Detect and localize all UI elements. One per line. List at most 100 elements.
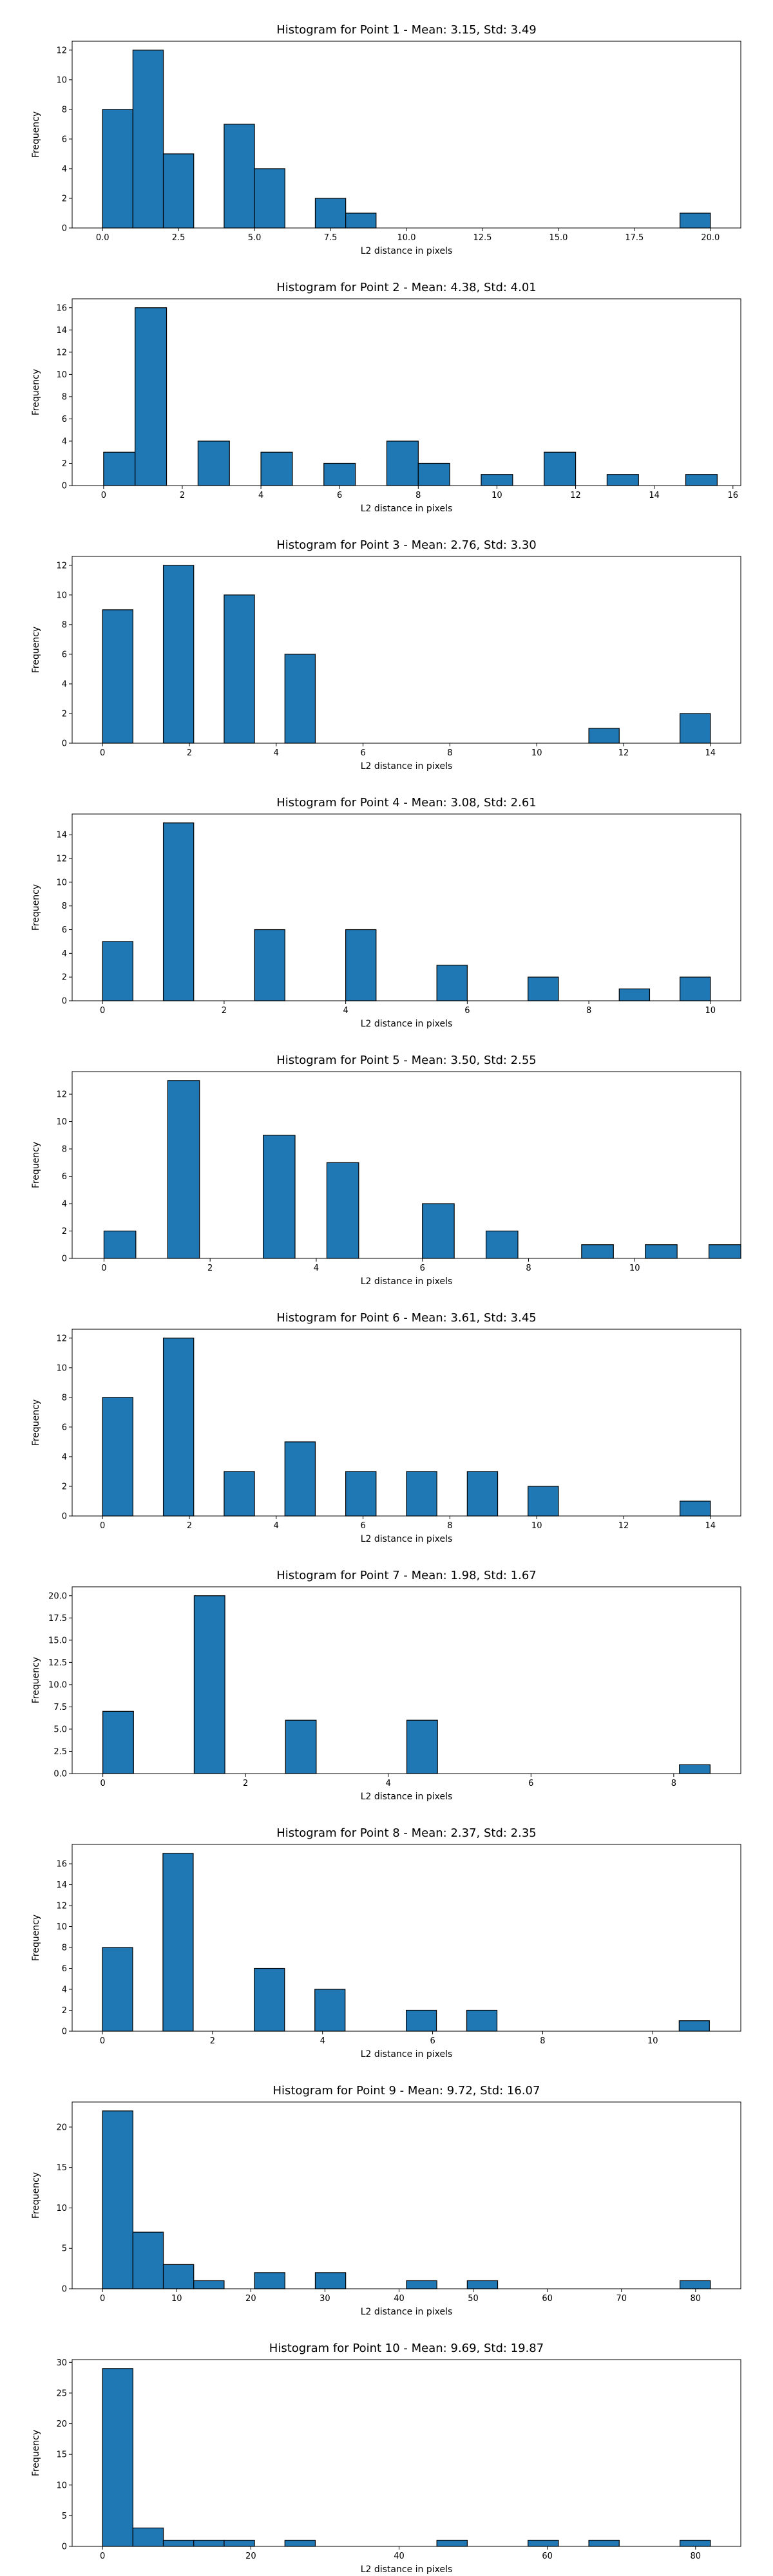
histogram-bar [162,2539,195,2547]
plot-frame [72,2101,741,2289]
y-tick-label: 2 [62,459,67,469]
x-tick-label: 4 [320,2036,325,2046]
histogram-bar [262,1135,296,1259]
histogram-bar [314,198,347,229]
histogram-bar [102,609,133,744]
histogram-panel-6: Histogram for Point 6 - Mean: 3.61, Std:… [31,1311,741,1544]
histogram-bar [528,976,559,1001]
x-tick-label: 0 [100,2552,105,2561]
histogram-bar [618,988,651,1001]
histogram-panel-1: Histogram for Point 1 - Mean: 3.15, Std:… [31,23,741,256]
histogram-bar [132,2527,164,2547]
histogram-bar [193,2280,225,2289]
y-tick-label: 8 [62,620,67,630]
histogram-bar [436,965,468,1001]
histogram-bar [254,929,285,1001]
y-tick-label: 2 [62,194,67,204]
y-tick-label: 2 [62,709,67,719]
histogram-bar [606,474,639,486]
y-tick-label: 12 [56,855,67,864]
y-tick-label: 5 [62,2512,67,2521]
y-tick-label: 4 [62,437,67,446]
x-axis-label: L2 distance in pixels [361,246,453,256]
histogram-bar [260,451,293,486]
chart-title: Histogram for Point 2 - Mean: 4.38, Std:… [276,281,537,294]
y-tick-label: 12 [56,46,67,55]
histogram-bar [102,941,133,1001]
y-tick-label: 10.0 [48,1680,67,1690]
y-tick-label: 5.0 [53,1725,67,1734]
histogram-bar [708,1244,741,1259]
y-tick-label: 8 [62,105,67,115]
histogram-bar [314,2272,347,2289]
y-tick-label: 2.5 [53,1747,67,1757]
y-tick-label: 2 [62,1482,67,1492]
y-tick-label: 6 [62,1172,67,1182]
x-tick-label: 6 [528,1779,533,1788]
y-tick-label: 2 [62,973,67,983]
histogram-bar [405,2009,437,2032]
histogram-bar [406,1471,437,1517]
chart-title: Histogram for Point 10 - Mean: 9.69, Std… [269,2342,544,2355]
y-axis-label: Frequency [31,369,41,415]
y-tick-label: 25 [56,2389,67,2398]
x-tick-label: 0 [100,1006,105,1016]
y-tick-label: 15 [56,2450,67,2460]
y-tick-label: 4 [62,164,67,174]
x-tick-label: 7.5 [324,233,338,243]
y-tick-label: 16 [56,303,67,313]
x-tick-label: 12.5 [473,233,491,243]
x-tick-label: 60 [542,2294,553,2304]
x-tick-label: 6 [360,748,365,758]
histogram-bar [284,2539,316,2547]
y-tick-label: 12 [56,1090,67,1100]
x-tick-label: 8 [415,491,421,500]
x-tick-label: 20 [245,2552,256,2561]
histogram-bar [345,929,377,1001]
x-tick-label: 4 [386,1779,391,1788]
histogram-bar [680,976,711,1001]
y-tick-label: 0 [62,2285,67,2295]
histogram-bar [162,822,195,1001]
y-tick-label: 14 [56,326,67,336]
histogram-bar [422,1203,455,1259]
x-tick-label: 30 [320,2294,330,2304]
histogram-bar [162,2264,195,2289]
histogram-bar [132,50,164,229]
histogram-panel-4: Histogram for Point 4 - Mean: 3.08, Std:… [31,796,741,1029]
x-tick-label: 0 [100,2036,105,2046]
x-tick-label: 2 [187,1521,192,1531]
histogram-bar [102,1710,134,1774]
y-tick-label: 10 [56,1117,67,1127]
y-tick-label: 0 [62,1512,67,1522]
x-tick-label: 10 [171,2294,182,2304]
histogram-panel-7: Histogram for Point 7 - Mean: 1.98, Std:… [31,1569,741,1802]
y-tick-label: 8 [62,902,67,911]
y-axis-label: Frequency [31,2430,41,2476]
y-tick-label: 10 [56,591,67,600]
y-tick-label: 8 [62,1393,67,1403]
x-tick-label: 10 [629,1264,640,1273]
x-tick-label: 8 [447,748,452,758]
histogram-panel-3: Histogram for Point 3 - Mean: 2.76, Std:… [31,538,741,772]
x-tick-label: 0 [100,1521,105,1531]
y-axis-label: Frequency [31,627,41,673]
histogram-bar [588,728,620,744]
histogram-bar [680,713,711,744]
histogram-bar [284,654,316,744]
y-tick-label: 30 [56,2358,67,2368]
histogram-panel-9: Histogram for Point 9 - Mean: 9.72, Std:… [31,2084,741,2317]
x-tick-label: 10 [491,491,502,500]
chart-title: Histogram for Point 1 - Mean: 3.15, Std:… [276,23,537,37]
y-tick-label: 6 [62,1964,67,1974]
y-tick-label: 0 [62,2543,67,2552]
x-axis-label: L2 distance in pixels [361,1019,453,1029]
histogram-bar [102,1947,133,2032]
chart-title: Histogram for Point 6 - Mean: 3.61, Std:… [276,1311,537,1325]
y-tick-label: 14 [56,831,67,840]
y-axis-label: Frequency [31,1657,41,1703]
y-axis-label: Frequency [31,111,41,158]
y-tick-label: 10 [56,2481,67,2490]
histogram-bar [284,1441,316,1517]
histogram-bar [581,1244,614,1259]
